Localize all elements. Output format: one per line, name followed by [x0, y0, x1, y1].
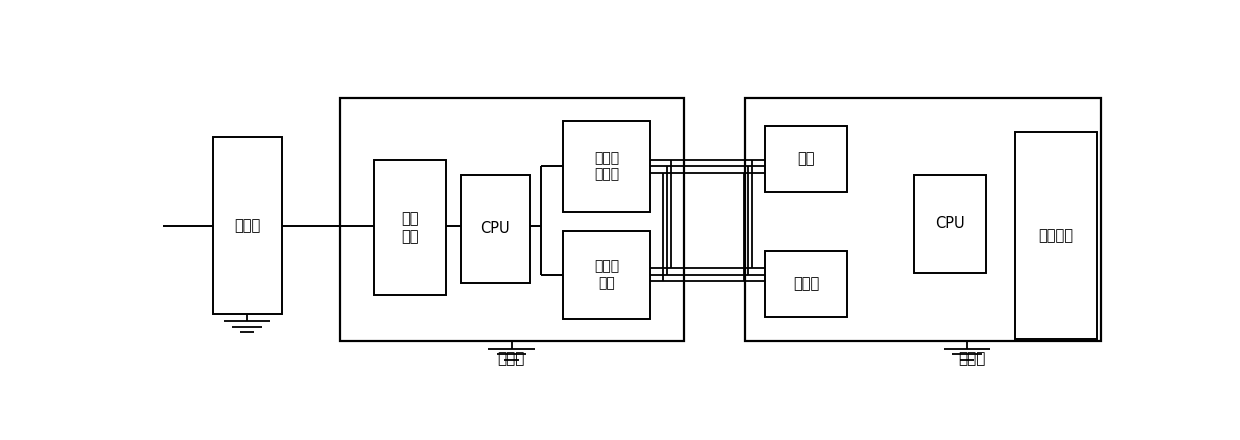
Bar	[213, 137, 281, 314]
Bar	[745, 98, 1101, 341]
Text: CPU: CPU	[480, 221, 510, 236]
Text: 测量
电路: 测量 电路	[402, 211, 419, 244]
Bar	[1016, 132, 1096, 339]
Bar	[765, 126, 847, 192]
Text: 测量板: 测量板	[497, 351, 525, 366]
Text: 电源: 电源	[797, 151, 815, 166]
Text: 分压器: 分压器	[234, 218, 260, 233]
Text: 隔离开
关电源: 隔离开 关电源	[594, 151, 619, 182]
Bar	[563, 231, 650, 319]
Bar	[563, 121, 650, 212]
Text: 主控板: 主控板	[959, 351, 986, 366]
Text: 通讯口: 通讯口	[792, 276, 820, 292]
Text: CPU: CPU	[935, 216, 965, 231]
Bar	[460, 175, 529, 283]
Bar	[765, 251, 847, 317]
Bar	[374, 160, 446, 295]
Bar	[340, 98, 683, 341]
Text: 通讯模块: 通讯模块	[1038, 228, 1074, 243]
Text: 隔离通
讯口: 隔离通 讯口	[594, 259, 619, 290]
Bar	[914, 175, 986, 273]
